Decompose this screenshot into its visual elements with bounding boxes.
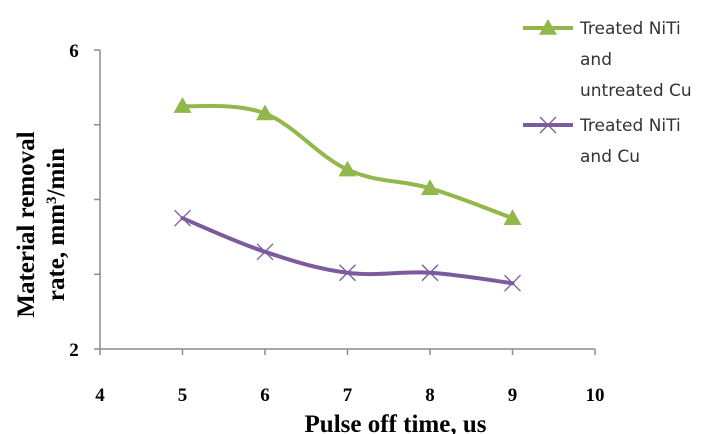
legend-label: Treated NiTi — [579, 116, 681, 136]
y-axis-title-superscript: 3 — [44, 196, 60, 204]
legend-marker — [539, 19, 557, 35]
data-point — [256, 104, 274, 121]
series-1 — [173, 97, 522, 225]
legend-label: Treated NiTi — [579, 19, 681, 39]
legend-label: and — [580, 50, 612, 70]
data-point — [504, 274, 521, 292]
x-ticks: 4 5 6 7 8 9 10 — [95, 349, 605, 406]
legend-entry-1: Treated NiTi and untreated Cu — [523, 19, 692, 101]
y-tick-label: 2 — [69, 340, 79, 361]
y-axis-title-prefix: rate, mm — [43, 204, 70, 301]
legend-entry-2: Treated NiTi and Cu — [523, 116, 681, 167]
y-axis-title-line1: Material removal — [13, 131, 40, 317]
y-axis-title-line2: rate, mm3/min — [43, 148, 70, 301]
data-point — [174, 209, 191, 227]
legend-label: untreated Cu — [580, 81, 692, 101]
x-tick-label: 4 — [95, 385, 105, 406]
data-point — [338, 160, 357, 177]
y-ticks: 26 — [69, 41, 100, 361]
y-tick-label: 6 — [69, 41, 79, 62]
x-tick-label: 6 — [260, 385, 270, 406]
x-tick-label: 5 — [178, 385, 188, 406]
data-point — [339, 264, 356, 282]
legend-marker — [539, 116, 557, 134]
data-point — [421, 179, 439, 196]
x-tick-label: 10 — [586, 385, 605, 406]
x-tick-label: 9 — [508, 385, 518, 406]
y-axis-title-suffix: /min — [43, 148, 70, 198]
data-point — [421, 264, 439, 282]
data-point — [503, 209, 522, 225]
series-2 — [174, 209, 521, 292]
x-axis-title: Pulse off time, us — [305, 411, 487, 434]
series-layer — [173, 97, 522, 292]
x-tick-label: 7 — [343, 385, 353, 406]
legend: Treated NiTi and untreated Cu Treated NiTi a… — [523, 19, 692, 167]
data-point — [173, 97, 192, 113]
axes — [99, 50, 595, 350]
data-point — [256, 243, 274, 261]
legend-label: and Cu — [580, 147, 640, 167]
x-tick-label: 8 — [425, 385, 435, 406]
